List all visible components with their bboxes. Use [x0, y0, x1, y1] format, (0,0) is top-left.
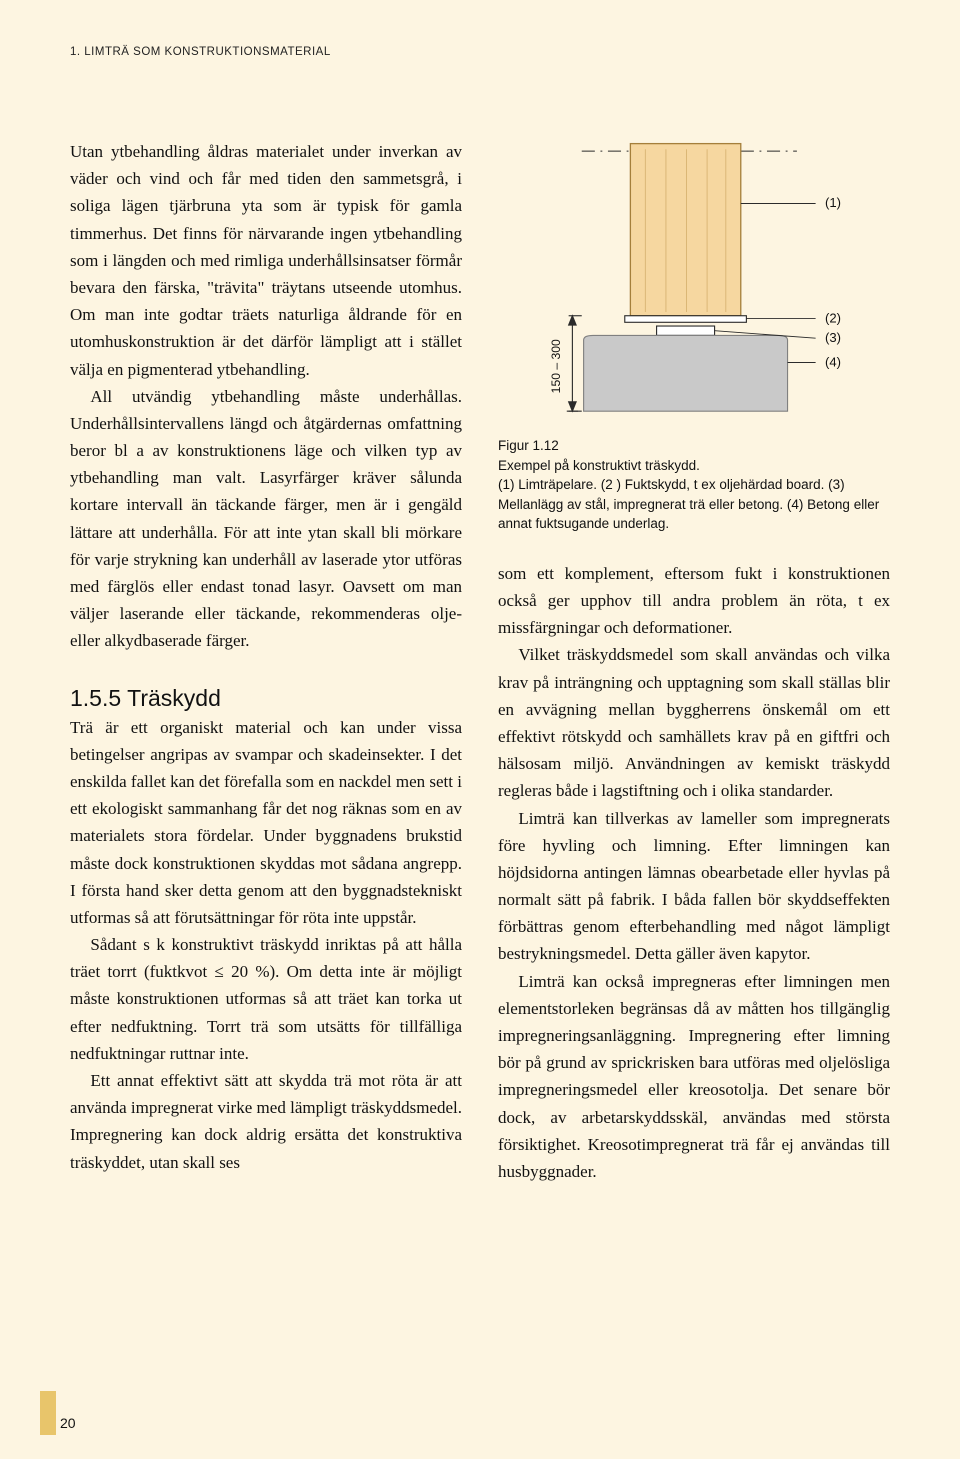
- body-paragraph: All utvändig ytbehandling måste underhål…: [70, 383, 462, 655]
- figure-caption: Figur 1.12 Exempel på konstruktivt träsk…: [498, 436, 890, 534]
- body-paragraph: Sådant s k konstruktivt träskydd inrikta…: [70, 931, 462, 1067]
- left-column: Utan ytbehandling åldras materialet unde…: [70, 138, 462, 1185]
- callout-label: (2): [825, 310, 841, 325]
- figure-caption-line: Exempel på konstruktivt träskydd.: [498, 458, 700, 473]
- figure-caption-title: Figur 1.12: [498, 436, 890, 456]
- body-paragraph: Vilket träskyddsmedel som skall användas…: [498, 641, 890, 804]
- callout-label: (3): [825, 330, 841, 345]
- body-paragraph: Limträ kan också impregneras efter limni…: [498, 968, 890, 1186]
- running-head: 1. LIMTRÄ SOM KONSTRUKTIONSMATERIAL: [70, 46, 890, 58]
- body-paragraph: Utan ytbehandling åldras materialet unde…: [70, 138, 462, 383]
- body-paragraph: Ett annat effektivt sätt att skydda trä …: [70, 1067, 462, 1176]
- page: 1. LIMTRÄ SOM KONSTRUKTIONSMATERIAL Utan…: [0, 0, 960, 1459]
- figure-caption-line: (1) Limträpelare. (2 ) Fuktskydd, t ex o…: [498, 477, 879, 531]
- callout-label: (4): [825, 354, 841, 369]
- figure: 150 – 300 (1) (2) (3) (4) Figur 1.12: [498, 138, 890, 534]
- page-number: 20: [60, 1415, 76, 1431]
- columns: Utan ytbehandling åldras materialet unde…: [70, 138, 890, 1185]
- callout-label: (1): [825, 195, 841, 210]
- figure-svg: 150 – 300 (1) (2) (3) (4): [504, 138, 884, 428]
- section-heading: 1.5.5 Träskydd: [70, 685, 462, 712]
- dimension-label: 150 – 300: [549, 339, 563, 393]
- right-column: 150 – 300 (1) (2) (3) (4) Figur 1.12: [498, 138, 890, 1185]
- body-paragraph: Limträ kan tillverkas av lameller som im…: [498, 805, 890, 968]
- body-paragraph: som ett komplement, eftersom fukt i kons…: [498, 560, 890, 642]
- body-paragraph: Trä är ett organiskt material och kan un…: [70, 714, 462, 932]
- page-tab: [40, 1391, 56, 1435]
